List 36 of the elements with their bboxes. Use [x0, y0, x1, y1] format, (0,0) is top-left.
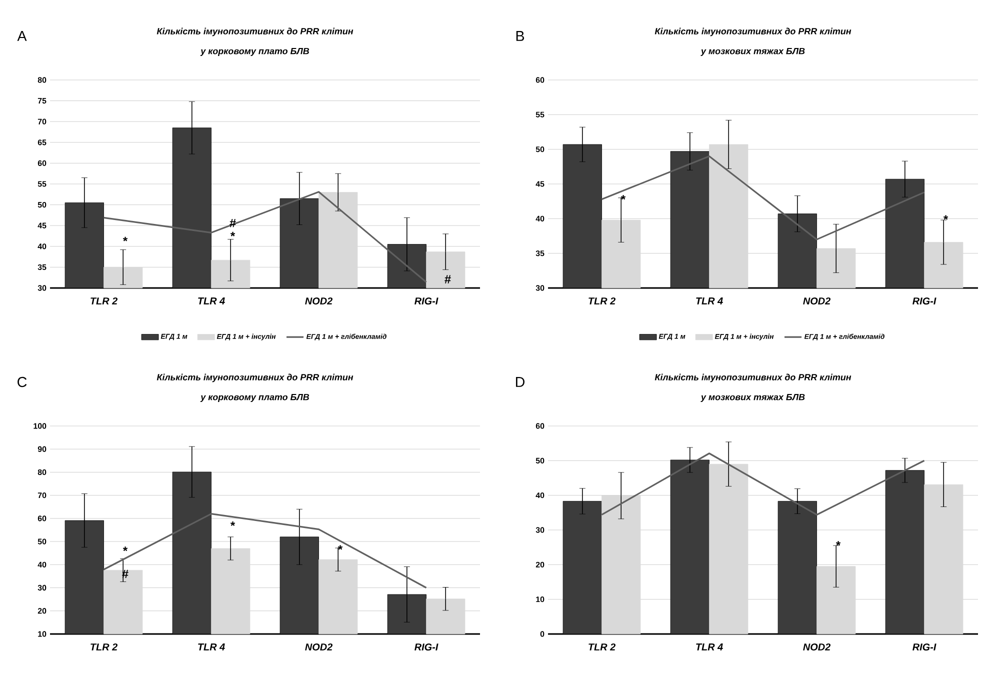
x-tick-label: RIG-I	[912, 643, 936, 651]
annotation: *	[230, 232, 236, 236]
x-tick-label: NOD2	[803, 297, 830, 305]
x-tick-label: RIG-I	[414, 643, 438, 651]
x-tick-label: TLR 2	[588, 643, 616, 650]
x-tick-label: NOD2	[305, 643, 332, 651]
x-tick-label: RIG-I	[414, 297, 438, 305]
text: B	[516, 31, 524, 41]
chart-subtitle: у корковому плато БЛВ	[200, 394, 310, 402]
x-tick-label: TLR 4	[198, 297, 225, 304]
chart-subtitle: у мозкових тяжах БЛВ	[700, 48, 805, 56]
chart-subtitle: у мозкових тяжах БЛВ	[700, 394, 805, 402]
text: A	[17, 31, 27, 41]
annotation: #	[444, 275, 451, 284]
x-tick-label: TLR 4	[696, 643, 723, 650]
annotation: *	[836, 541, 841, 546]
annotation: *	[943, 215, 948, 220]
x-tick-label: NOD2	[305, 297, 332, 305]
x-tick-label: TLR 4	[696, 297, 723, 304]
x-tick-label: TLR 2	[90, 297, 118, 304]
chart-title: Кількість імунопозитивних до PRR клітин	[156, 28, 354, 36]
chart-title: Кількість імунопозитивних до PRR клітин	[654, 374, 852, 382]
x-tick-label: RIG-I	[912, 297, 936, 305]
x-tick-label: TLR 2	[588, 297, 616, 304]
x-tick-label: NOD2	[803, 643, 830, 651]
chart-subtitle: у корковому плато БЛВ	[200, 48, 310, 56]
x-tick-label: TLR 4	[198, 643, 225, 650]
text: D	[516, 377, 524, 387]
chart-title: Кількість імунопозитивних до PRR клітин	[654, 28, 852, 36]
text: C	[18, 376, 27, 388]
chart-title: Кількість імунопозитивних до PRR клітин	[156, 374, 354, 382]
annotation: *	[122, 236, 128, 242]
annotation: *	[230, 521, 236, 526]
x-tick-label: TLR 2	[90, 643, 118, 650]
annotation: *	[338, 545, 343, 550]
annotation: *	[122, 546, 128, 552]
